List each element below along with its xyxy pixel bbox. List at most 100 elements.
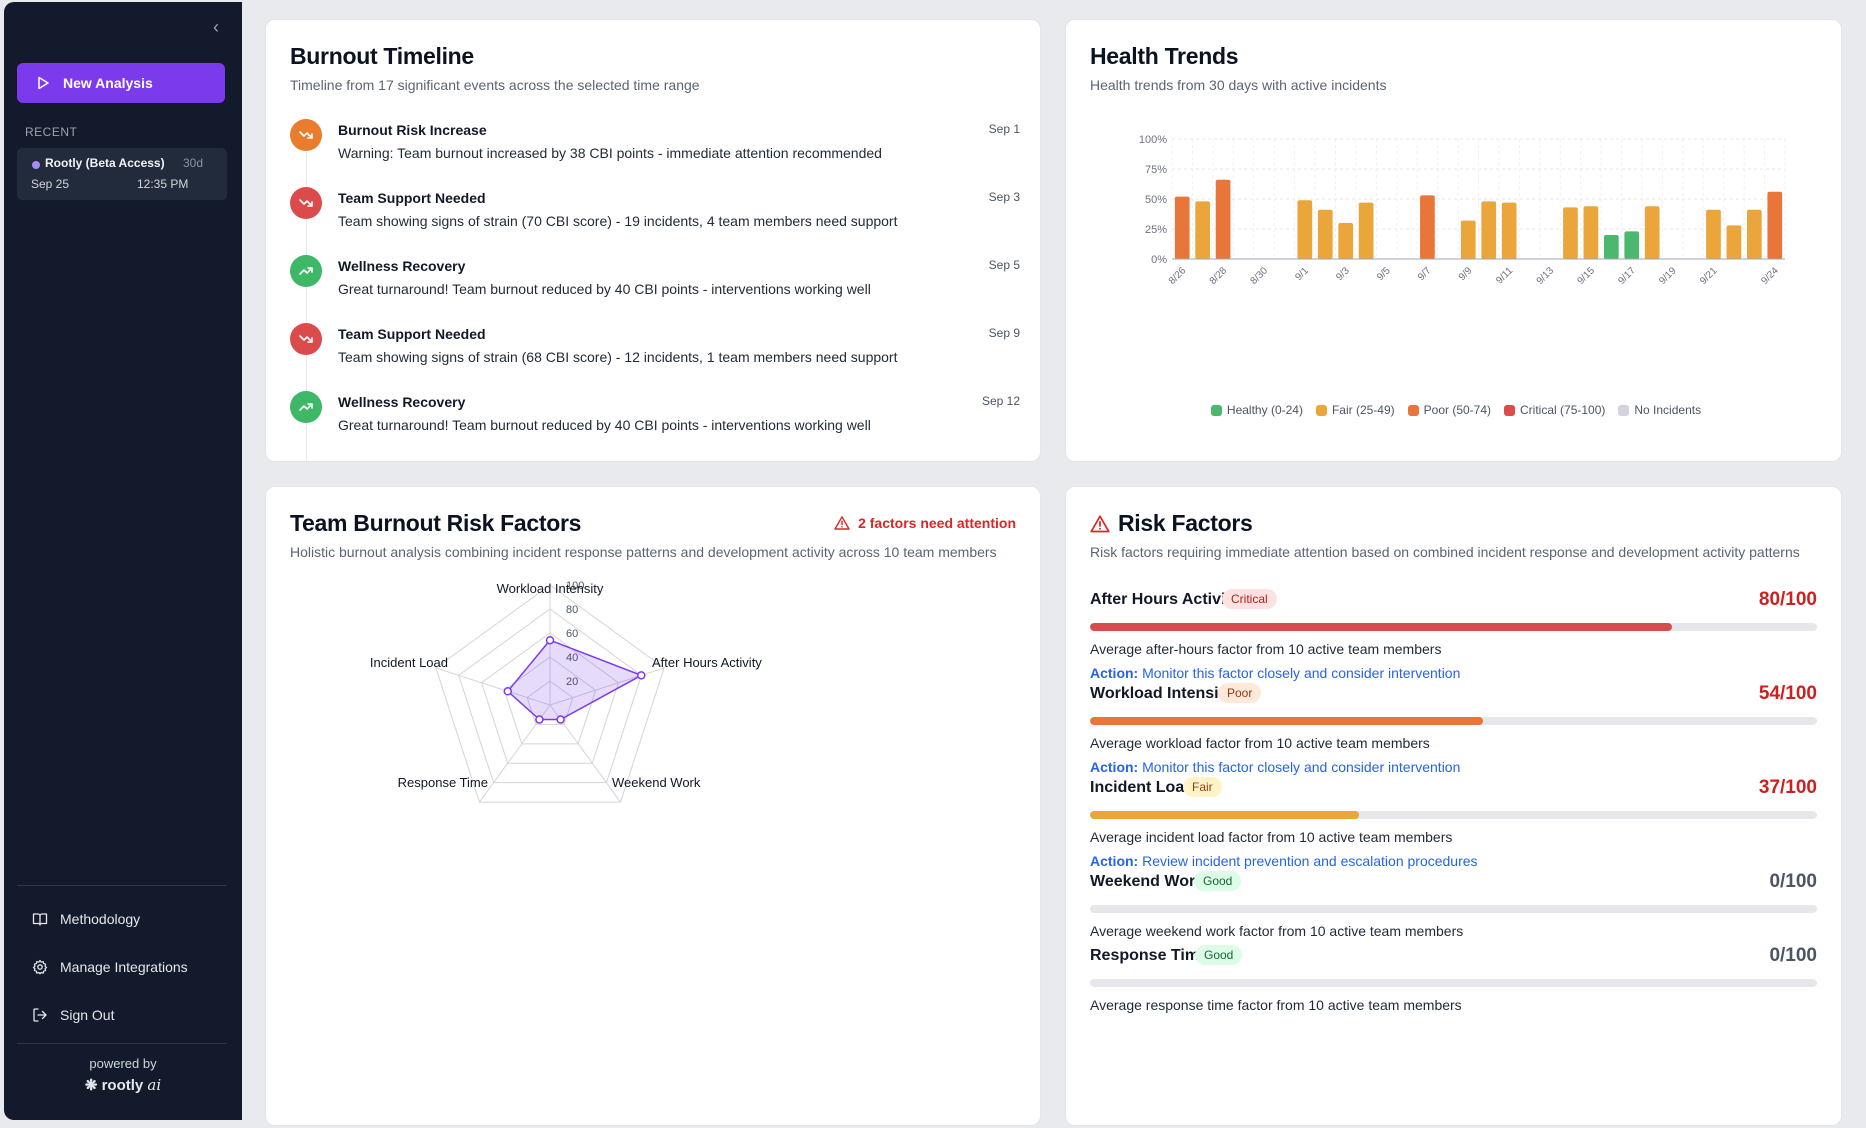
radar-axis-label: Workload Intensity — [497, 581, 604, 596]
y-tick-label: 50% — [1145, 194, 1167, 206]
risk-factor-progress — [1090, 623, 1817, 631]
bar-9/24[interactable] — [1767, 191, 1783, 259]
radar-tick-label: 60 — [566, 628, 578, 640]
rootly-logo: ❋ rootly ai — [4, 1076, 242, 1094]
bar-8/27[interactable] — [1195, 201, 1211, 259]
methodology-link[interactable]: Methodology — [32, 908, 140, 930]
bar-9/14[interactable] — [1563, 207, 1578, 259]
new-analysis-button[interactable]: New Analysis — [17, 63, 225, 103]
legend-label: Poor (50-74) — [1423, 403, 1492, 417]
risk-factor-name: Incident Load — [1090, 779, 1194, 796]
radar-point-2[interactable] — [556, 715, 565, 724]
bar-9/2[interactable] — [1317, 209, 1333, 259]
x-tick-label: 8/26 — [1167, 265, 1189, 287]
bar-9/1[interactable] — [1297, 200, 1313, 259]
timeline-event-description: Warning: Team burnout increased by 38 CB… — [338, 145, 882, 161]
timeline-event-date: Sep 12 — [981, 394, 1020, 408]
bar-9/7[interactable] — [1420, 195, 1435, 259]
legend-label: Healthy (0-24) — [1226, 403, 1303, 417]
health-title: Health Trends — [1090, 43, 1239, 69]
status-dot — [32, 161, 40, 169]
radar-point-1[interactable] — [637, 671, 646, 680]
timeline-event[interactable]: Team Support Needed Team showing signs of… — [290, 321, 1020, 381]
action-text: Monitor this factor closely and consider… — [1142, 665, 1461, 681]
legend-item-poor: Poor (50-74) — [1407, 403, 1492, 417]
bar-8/26[interactable] — [1174, 196, 1190, 259]
book-icon — [32, 913, 48, 926]
manage-integrations-link[interactable]: Manage Integrations — [32, 956, 188, 978]
action-label: Action: — [1090, 665, 1139, 681]
collapse-sidebar-button[interactable]: ‹ — [213, 17, 219, 37]
bar-9/3[interactable] — [1338, 223, 1354, 259]
bar-9/18[interactable] — [1644, 206, 1660, 259]
risk-factor-score: 80/100 — [1758, 589, 1817, 610]
bar-9/21[interactable] — [1706, 209, 1721, 259]
timeline-event[interactable]: Wellness Recovery Great turnaround! Team … — [290, 389, 1020, 449]
bar-9/10[interactable] — [1481, 201, 1497, 259]
risk-factor-progress — [1090, 811, 1817, 819]
risk-factor-action-link[interactable]: Action: Review incident prevention and e… — [1090, 853, 1478, 869]
x-tick-label: 9/19 — [1657, 265, 1679, 287]
risk-factor-action-link[interactable]: Action: Monitor this factor closely and … — [1090, 759, 1460, 775]
manage-integrations-label: Manage Integrations — [60, 959, 188, 975]
bar-9/16[interactable] — [1603, 235, 1619, 259]
timeline-event[interactable]: Team Support Needed Team showing signs of… — [290, 185, 1020, 245]
x-tick-label: 9/17 — [1616, 265, 1638, 287]
timeline-event-marker — [290, 119, 322, 151]
sign-out-label: Sign Out — [60, 1007, 115, 1023]
bar-9/22[interactable] — [1726, 225, 1742, 259]
timeline-event-description: Team showing signs of strain (68 CBI sco… — [338, 349, 898, 365]
legend-label: Fair (25-49) — [1331, 403, 1395, 417]
timeline-event-title: Team Support Needed — [338, 190, 486, 206]
radar-grid-ring — [458, 608, 642, 784]
recent-analysis-item[interactable]: Rootly (Beta Access) 30d Sep 25 12:35 PM — [17, 148, 227, 200]
radar-tick-label: 20 — [566, 676, 578, 688]
timeline-event-date: Sep 1 — [988, 122, 1020, 136]
sidebar: ‹ New Analysis RECENT Rootly (Beta Acces… — [4, 2, 242, 1120]
bar-9/23[interactable] — [1746, 209, 1762, 259]
radar-subtitle: Holistic burnout analysis combining inci… — [290, 544, 997, 560]
action-text: Review incident prevention and escalatio… — [1142, 853, 1478, 869]
radar-point-3[interactable] — [535, 715, 544, 724]
bar-9/15[interactable] — [1583, 206, 1599, 259]
trending-down-icon — [299, 199, 313, 207]
attention-badge[interactable]: 2 factors need attention — [834, 515, 1016, 531]
gear-icon — [32, 959, 48, 975]
legend-item-critical: Critical (75-100) — [1504, 403, 1605, 417]
x-tick-label: 9/13 — [1535, 265, 1557, 287]
sign-out-link[interactable]: Sign Out — [32, 1004, 114, 1026]
risk-factor-score: 37/100 — [1758, 777, 1817, 798]
timeline-event-description: Team showing signs of strain (70 CBI sco… — [338, 213, 898, 229]
bar-9/17[interactable] — [1624, 231, 1640, 259]
radar-data-area — [506, 639, 644, 721]
radar-axis-label: Weekend Work — [612, 775, 701, 790]
bar-9/11[interactable] — [1501, 202, 1517, 259]
legend-swatch — [1504, 404, 1516, 416]
radar-point-0[interactable] — [545, 635, 555, 645]
radar-grid-ring — [480, 632, 620, 764]
radar-point-4[interactable] — [503, 687, 513, 696]
timeline-line — [306, 152, 307, 461]
timeline-event-title: Wellness Recovery — [338, 394, 466, 410]
bar-8/28[interactable] — [1215, 179, 1231, 259]
timeline-event-marker — [290, 323, 322, 355]
timeline-event-date: Sep 3 — [988, 190, 1020, 204]
timeline-event-marker — [290, 391, 322, 423]
radar-tick-label: 80 — [566, 604, 578, 616]
attention-text: 2 factors need attention — [858, 515, 1016, 531]
bar-9/4[interactable] — [1358, 202, 1374, 259]
timeline-event-description: Great turnaround! Team burnout reduced b… — [338, 417, 871, 433]
y-tick-label: 75% — [1145, 164, 1167, 176]
risk-factor-description: Average workload factor from 10 active t… — [1090, 735, 1430, 751]
radar-axis-label: Incident Load — [370, 655, 448, 670]
x-tick-label: 9/15 — [1575, 265, 1597, 287]
timeline-event[interactable]: Burnout Risk Increase Warning: Team burno… — [290, 117, 1020, 177]
timeline-title: Burnout Timeline — [290, 43, 474, 69]
recent-item-time: 12:35 PM — [137, 177, 189, 191]
bar-9/9[interactable] — [1460, 220, 1476, 259]
risk-factor-action-link[interactable]: Action: Monitor this factor closely and … — [1090, 665, 1460, 681]
risk-factor-progress — [1090, 979, 1817, 987]
timeline-event[interactable]: Wellness Recovery Great turnaround! Team … — [290, 253, 1020, 313]
